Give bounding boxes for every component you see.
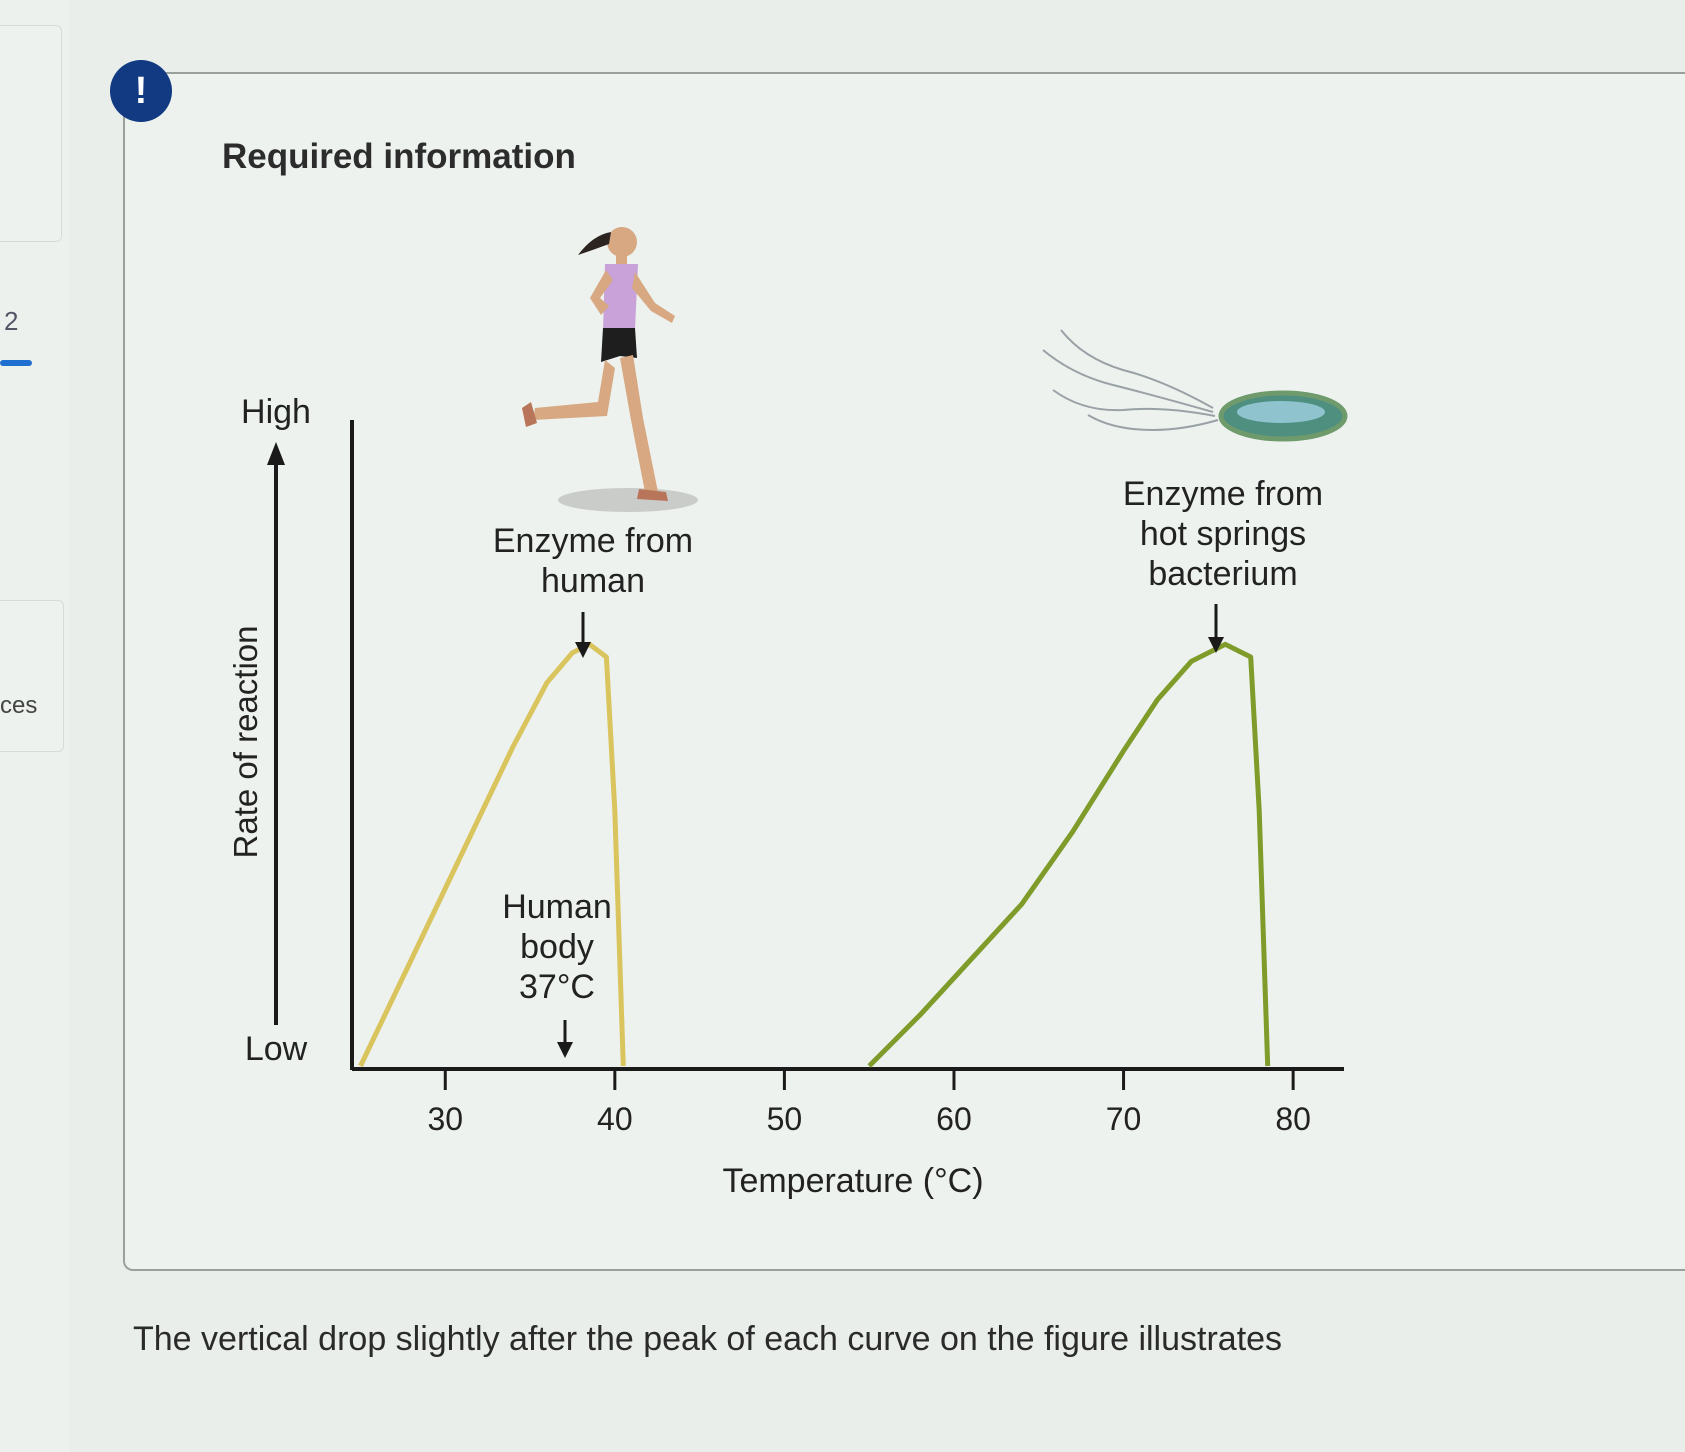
x-tick-label: 70	[1106, 1101, 1142, 1137]
x-tick-label: 30	[427, 1101, 463, 1137]
alert-icon: !	[110, 60, 172, 122]
question-text: The vertical drop slightly after the pea…	[133, 1320, 1283, 1358]
enzyme-temperature-chart: High Low Rate of reaction 30 40 50 60 70 80 T…	[227, 227, 1348, 1200]
y-axis-arrowhead	[267, 442, 285, 465]
human-label-line-1: Enzyme from	[493, 522, 693, 560]
progress-indicator	[0, 360, 32, 366]
human-label-line-2: human	[541, 562, 645, 600]
human-body-label: Human body 37°C	[502, 888, 612, 1006]
y-axis-title: Rate of reaction	[227, 626, 264, 859]
x-tick-label: 40	[597, 1101, 633, 1137]
panel-title: Required information	[222, 137, 576, 176]
y-axis-low-label: Low	[245, 1030, 308, 1068]
y-axis-high-label: High	[241, 393, 311, 431]
x-tick-label: 60	[936, 1101, 972, 1137]
sidebar-card-references[interactable]	[0, 600, 64, 752]
sidebar-card[interactable]	[0, 25, 62, 242]
human-enzyme-label: Enzyme from human	[493, 522, 693, 600]
bacterium-enzyme-label: Enzyme from hot springs bacterium	[1123, 475, 1323, 593]
x-axis-title: Temperature (°C)	[722, 1162, 983, 1200]
question-number[interactable]: 2	[4, 306, 19, 336]
human-enzyme-curve	[358, 641, 626, 1068]
human-peak-arrow	[575, 612, 591, 658]
body-temperature-arrow	[557, 1020, 573, 1058]
required-information-panel	[123, 72, 1685, 1271]
body-label-line-2: body	[520, 928, 594, 966]
bacterium-label-line-2: hot springs	[1140, 515, 1306, 553]
bacterium-enzyme-curve	[867, 641, 1271, 1068]
sidebar-label-partial[interactable]: ces	[0, 692, 38, 719]
x-tick-label: 50	[767, 1101, 803, 1137]
bacterium-label-line-1: Enzyme from	[1123, 475, 1323, 513]
bacterium-illustration	[1042, 329, 1348, 442]
runner-illustration	[522, 227, 698, 512]
bacterium-peak-arrow	[1208, 604, 1224, 653]
body-label-line-1: Human	[502, 888, 612, 926]
x-tick-label: 80	[1275, 1101, 1311, 1137]
body-label-line-3: 37°C	[519, 968, 595, 1006]
bacterium-label-line-3: bacterium	[1148, 555, 1297, 593]
